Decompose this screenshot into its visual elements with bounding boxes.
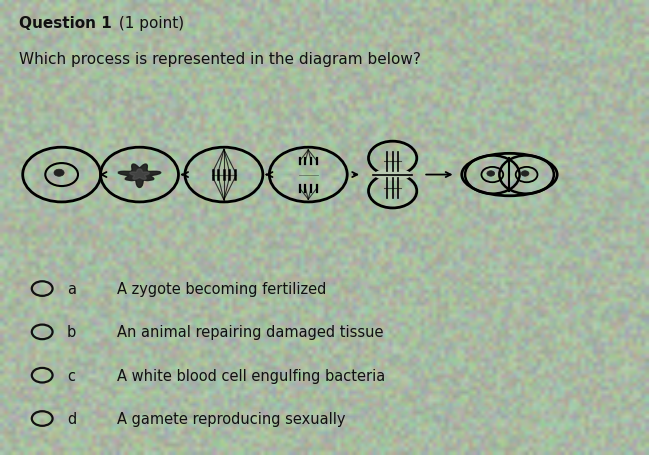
Text: A zygote becoming fertilized: A zygote becoming fertilized [117, 282, 327, 296]
Text: a: a [67, 282, 76, 296]
Text: b: b [67, 325, 76, 339]
Polygon shape [130, 170, 149, 180]
Circle shape [54, 170, 64, 177]
Circle shape [521, 172, 529, 177]
Text: A gamete reproducing sexually: A gamete reproducing sexually [117, 411, 346, 426]
Text: d: d [67, 411, 76, 426]
Text: Which process is represented in the diagram below?: Which process is represented in the diag… [19, 52, 421, 67]
Circle shape [487, 172, 495, 177]
Ellipse shape [374, 169, 411, 182]
Text: An animal repairing damaged tissue: An animal repairing damaged tissue [117, 325, 384, 339]
Text: (1 point): (1 point) [114, 16, 184, 31]
Text: c: c [67, 368, 75, 383]
Text: A white blood cell engulfing bacteria: A white blood cell engulfing bacteria [117, 368, 386, 383]
Polygon shape [118, 165, 161, 188]
Text: Question 1: Question 1 [19, 16, 112, 31]
